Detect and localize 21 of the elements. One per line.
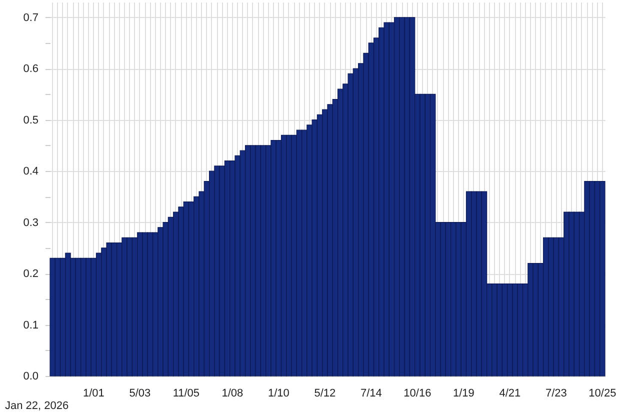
y-tick-label: 0.6: [23, 63, 38, 76]
x-tick-label: 1/19: [452, 388, 474, 400]
y-tick-label: 0.4: [23, 166, 38, 178]
y-tick-label: 0.1: [23, 319, 38, 332]
text: Jan 22, 2026: [5, 400, 69, 412]
x-tick-label: 4/21: [499, 388, 521, 400]
x-tick-label: 11/05: [172, 388, 200, 400]
x-tick-label: 5/12: [314, 388, 336, 400]
y-tick-label: 0.7: [23, 12, 38, 24]
x-tick-label: 7/14: [360, 388, 382, 400]
y-tick-label: 0.5: [23, 114, 38, 126]
x-tick-label: 1/08: [222, 388, 244, 400]
y-tick-label: 0.0: [23, 370, 38, 382]
y-tick-label: 0.3: [23, 216, 38, 229]
x-tick-label: 1/01: [82, 388, 104, 400]
x-tick-label: 10/25: [588, 388, 616, 400]
y-tick-label: 0.2: [23, 268, 38, 280]
x-tick-label: 10/16: [404, 388, 432, 400]
x-tick-label: 7/23: [545, 388, 567, 400]
x-tick-label: 1/10: [268, 388, 290, 400]
x-tick-label: 5/03: [129, 388, 151, 400]
